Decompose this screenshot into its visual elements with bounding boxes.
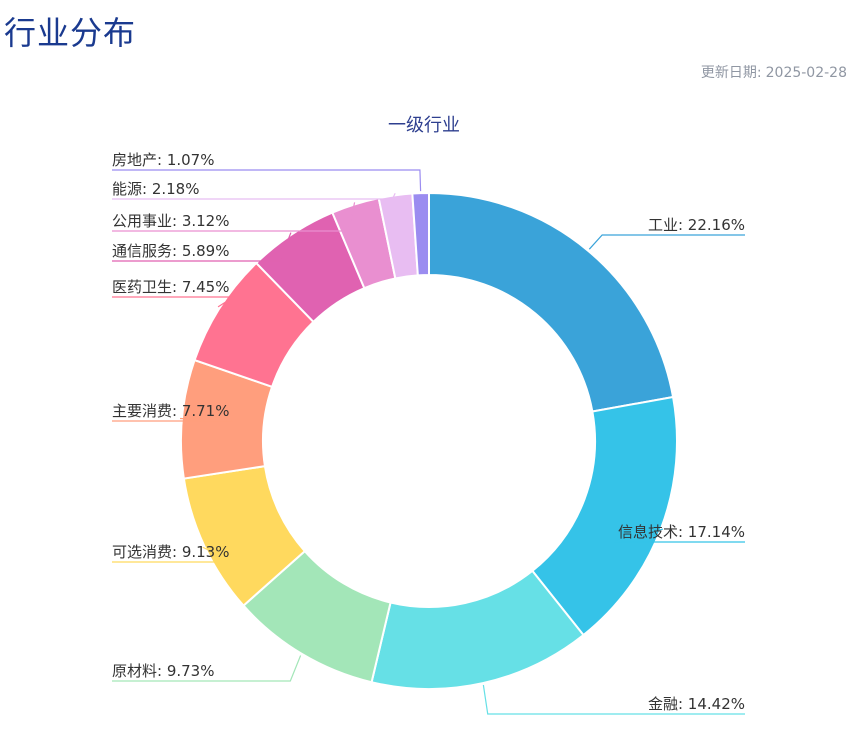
leader-line-slice-7 bbox=[112, 232, 292, 262]
label-slice-5: 主要消费: 7.71% bbox=[112, 402, 229, 420]
label-slice-10: 房地产: 1.07% bbox=[112, 151, 214, 169]
donut-slice-0[interactable] bbox=[428, 191, 675, 413]
page-title: 行业分布 bbox=[4, 14, 137, 52]
label-slice-9: 能源: 2.18% bbox=[112, 180, 199, 198]
label-slice-4: 可选消费: 9.13% bbox=[112, 543, 229, 561]
donut-slice-10[interactable] bbox=[411, 191, 430, 277]
leader-line-slice-9 bbox=[112, 193, 396, 200]
label-slice-1: 信息技术: 17.14% bbox=[618, 523, 745, 541]
update-date-value: 2025-02-28 bbox=[765, 65, 847, 81]
leader-line-slice-6 bbox=[112, 296, 236, 308]
label-slice-8: 公用事业: 3.12% bbox=[112, 212, 229, 230]
label-slice-2: 金融: 14.42% bbox=[648, 695, 745, 713]
leader-line-slice-1 bbox=[613, 528, 745, 543]
leader-line-slice-5 bbox=[112, 417, 234, 422]
label-slice-3: 原材料: 9.73% bbox=[112, 662, 214, 680]
chart-title: 一级行业 bbox=[388, 115, 460, 136]
label-slice-6: 医药卫生: 7.45% bbox=[112, 278, 229, 296]
update-date-label: 更新日期: bbox=[700, 65, 762, 81]
leader-line-slice-2 bbox=[482, 684, 745, 715]
leader-line-slice-10 bbox=[112, 169, 422, 192]
label-slice-0: 工业: 22.16% bbox=[648, 216, 745, 234]
leader-line-slice-3 bbox=[112, 655, 302, 682]
leader-line-slice-8 bbox=[112, 202, 356, 232]
leader-line-slice-4 bbox=[112, 546, 234, 563]
leader-line-slice-0 bbox=[588, 234, 745, 250]
update-date: 更新日期: 2025-02-28 bbox=[701, 62, 847, 82]
label-slice-7: 通信服务: 5.89% bbox=[112, 242, 229, 260]
